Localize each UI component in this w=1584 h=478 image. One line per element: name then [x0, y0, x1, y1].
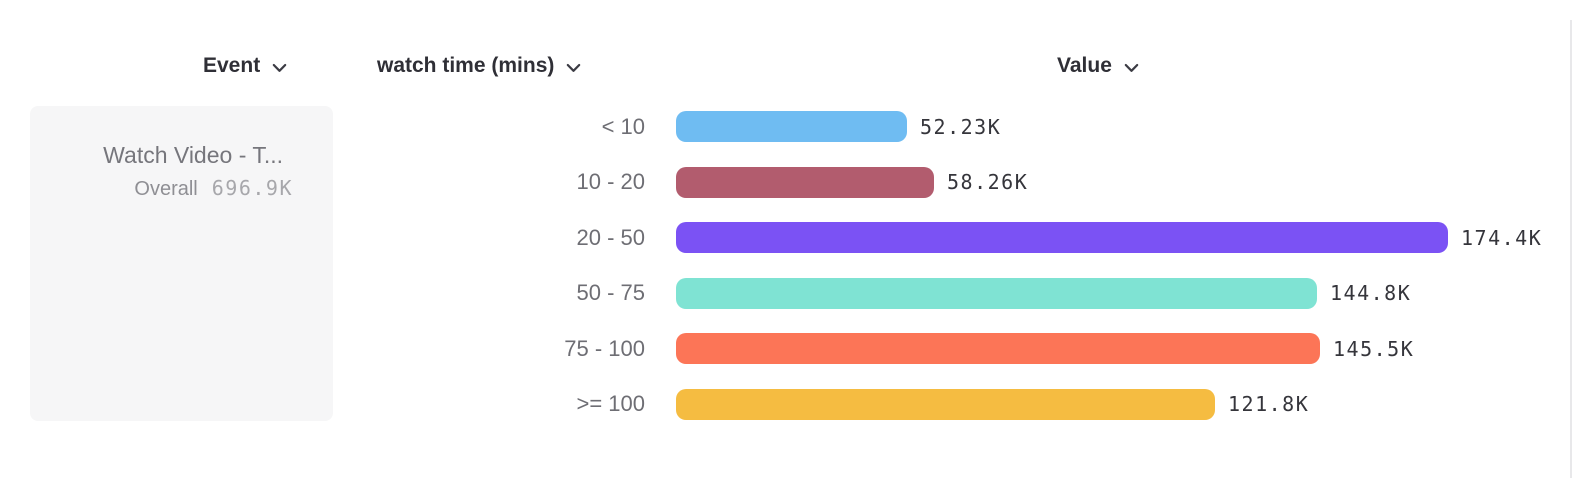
value-bar[interactable]	[676, 222, 1448, 254]
value-label: 52.23K	[920, 114, 1002, 139]
event-overall-row: Overall 696.9K	[30, 176, 333, 201]
value-label: 58.26K	[947, 170, 1029, 195]
category-label: 75 - 100	[564, 335, 645, 361]
bar-rows: < 10 52.23K 10 - 20 58.26K 20 - 50 174.4…	[0, 99, 1560, 432]
bar-row: < 10 52.23K	[0, 99, 1560, 155]
overall-label: Overall	[134, 178, 198, 200]
bar-row: 20 - 50 174.4K	[0, 210, 1560, 266]
column-header-watch-time-label: watch time (mins)	[377, 54, 555, 77]
event-card[interactable]: Watch Video - T... Overall 696.9K	[30, 106, 333, 421]
value-label: 145.5K	[1333, 336, 1415, 361]
value-label: 121.8K	[1228, 392, 1310, 417]
column-header-watch-time[interactable]: watch time (mins)	[377, 54, 581, 78]
overall-value: 696.9K	[211, 176, 293, 200]
event-title: Watch Video - T...	[103, 142, 283, 168]
chevron-down-icon	[566, 63, 581, 73]
value-bar[interactable]	[676, 166, 934, 198]
column-header-value[interactable]: Value	[1057, 54, 1139, 78]
bar-row: 10 - 20 58.26K	[0, 155, 1560, 211]
chevron-down-icon	[1124, 63, 1139, 73]
value-bar[interactable]	[676, 277, 1317, 309]
category-label: 50 - 75	[576, 280, 646, 306]
bar-row: 50 - 75 144.8K	[0, 266, 1560, 322]
category-label: >= 100	[576, 391, 645, 417]
category-label: < 10	[601, 113, 645, 139]
value-bar[interactable]	[676, 333, 1320, 365]
bar-row: 75 - 100 145.5K	[0, 321, 1560, 377]
value-label: 174.4K	[1461, 225, 1543, 250]
value-label: 144.8K	[1330, 281, 1412, 306]
category-label: 20 - 50	[576, 224, 646, 250]
column-header-event-label: Event	[203, 54, 261, 77]
chevron-down-icon	[272, 63, 287, 73]
value-bar[interactable]	[676, 388, 1215, 420]
category-label: 10 - 20	[576, 169, 646, 195]
bar-row: >= 100 121.8K	[0, 377, 1560, 433]
column-header-value-label: Value	[1057, 54, 1112, 77]
column-header-event[interactable]: Event	[203, 54, 287, 78]
value-bar[interactable]	[676, 111, 907, 143]
vertical-divider	[1570, 20, 1572, 478]
